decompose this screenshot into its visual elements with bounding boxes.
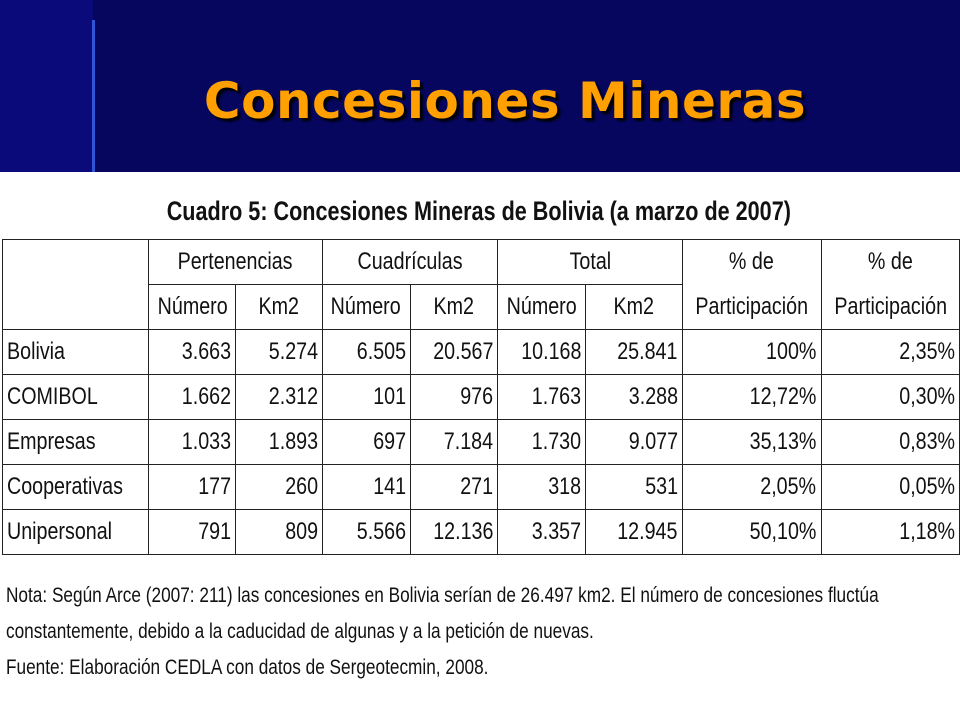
cell: 6.505 (321, 329, 411, 375)
row-label: Unipersonal (1, 509, 150, 555)
cell: 260 (235, 464, 323, 510)
cell: 35,13% (681, 419, 822, 465)
cell: 12,72% (681, 374, 822, 420)
cell: 7.184 (409, 419, 499, 465)
cell: 1.662 (148, 374, 237, 420)
row-label: Cooperativas (1, 464, 150, 510)
cell: 101 (321, 374, 411, 420)
cell: 9.077 (585, 419, 683, 465)
table-row-comibol: COMIBOL 1.662 2.312 101 976 1.763 3.288 … (1, 374, 960, 420)
table-caption: Cuadro 5: Concesiones Mineras de Bolivia… (166, 196, 791, 226)
subheader-km2: Km2 (585, 284, 683, 330)
subheader-participacion-1: Participación (681, 284, 822, 330)
cell: 12.136 (409, 509, 499, 555)
slide-header (0, 0, 960, 172)
cell: 2.312 (235, 374, 323, 420)
header-participacion-1: % de (681, 239, 822, 285)
cell: 791 (148, 509, 237, 555)
cell: 141 (321, 464, 411, 510)
cell: 25.841 (585, 329, 683, 375)
source-text: Fuente: Elaboración CEDLA con datos de S… (6, 656, 489, 679)
cell: 271 (409, 464, 499, 510)
table-row-unipersonal: Unipersonal 791 809 5.566 12.136 3.357 1… (1, 509, 960, 555)
cell: 5.566 (321, 509, 411, 555)
note-text: constantemente, debido a la caducidad de… (6, 620, 594, 643)
table-row-bolivia: Bolivia 3.663 5.274 6.505 20.567 10.168 … (1, 329, 960, 375)
subheader-km2: Km2 (409, 284, 499, 330)
cell: 1.763 (497, 374, 587, 420)
cell: 1.730 (497, 419, 587, 465)
cell: 0,83% (820, 419, 960, 465)
table-row-cooperativas: Cooperativas 177 260 141 271 318 531 2,0… (1, 464, 960, 510)
slide-title: Concesiones Mineras (203, 72, 807, 130)
cell: 177 (148, 464, 237, 510)
cell: 1.033 (148, 419, 237, 465)
cell: 100% (681, 329, 822, 375)
header-row-subheaders: Número Km2 Número Km2 Número Km2 Partici… (3, 284, 960, 330)
cell: 5.274 (235, 329, 323, 375)
cell: 697 (321, 419, 411, 465)
row-label: COMIBOL (1, 374, 150, 420)
subheader-numero: Número (148, 284, 237, 330)
header-accent-band (0, 0, 93, 172)
cell: 3.357 (497, 509, 587, 555)
cell: 2,05% (681, 464, 822, 510)
cell: 976 (409, 374, 499, 420)
concessions-table: Pertenencias Cuadrículas Total % de % de… (1, 239, 960, 555)
cell: 3.663 (148, 329, 237, 375)
row-label: Empresas (1, 419, 150, 465)
cell: 2,35% (820, 329, 960, 375)
subheader-participacion-2: Participación (820, 284, 960, 330)
cell: 0,05% (820, 464, 960, 510)
header-total: Total (497, 239, 683, 285)
cell: 3.288 (585, 374, 683, 420)
cell: 1,18% (820, 509, 960, 555)
cell: 318 (497, 464, 587, 510)
header-accent-line (92, 20, 95, 172)
subheader-numero: Número (321, 284, 411, 330)
cell: 809 (235, 509, 323, 555)
subheader-km2: Km2 (235, 284, 323, 330)
cell: 10.168 (497, 329, 587, 375)
subheader-numero: Número (497, 284, 587, 330)
cell: 531 (585, 464, 683, 510)
header-corner-cell (1, 239, 150, 330)
note-text: Nota: Según Arce (2007: 211) las concesi… (6, 584, 879, 607)
row-label: Bolivia (1, 329, 150, 375)
cell: 0,30% (820, 374, 960, 420)
cell: 1.893 (235, 419, 323, 465)
header-pertenencias: Pertenencias (148, 239, 323, 285)
header-participacion-2: % de (820, 239, 960, 285)
table-notes: Nota: Según Arce (2007: 211) las concesi… (6, 578, 949, 686)
header-row-groups: Pertenencias Cuadrículas Total % de % de (1, 239, 960, 330)
cell: 50,10% (681, 509, 822, 555)
header-cuadriculas: Cuadrículas (321, 239, 499, 285)
cell: 12.945 (585, 509, 683, 555)
table-row-empresas: Empresas 1.033 1.893 697 7.184 1.730 9.0… (1, 419, 960, 465)
cell: 20.567 (409, 329, 499, 375)
